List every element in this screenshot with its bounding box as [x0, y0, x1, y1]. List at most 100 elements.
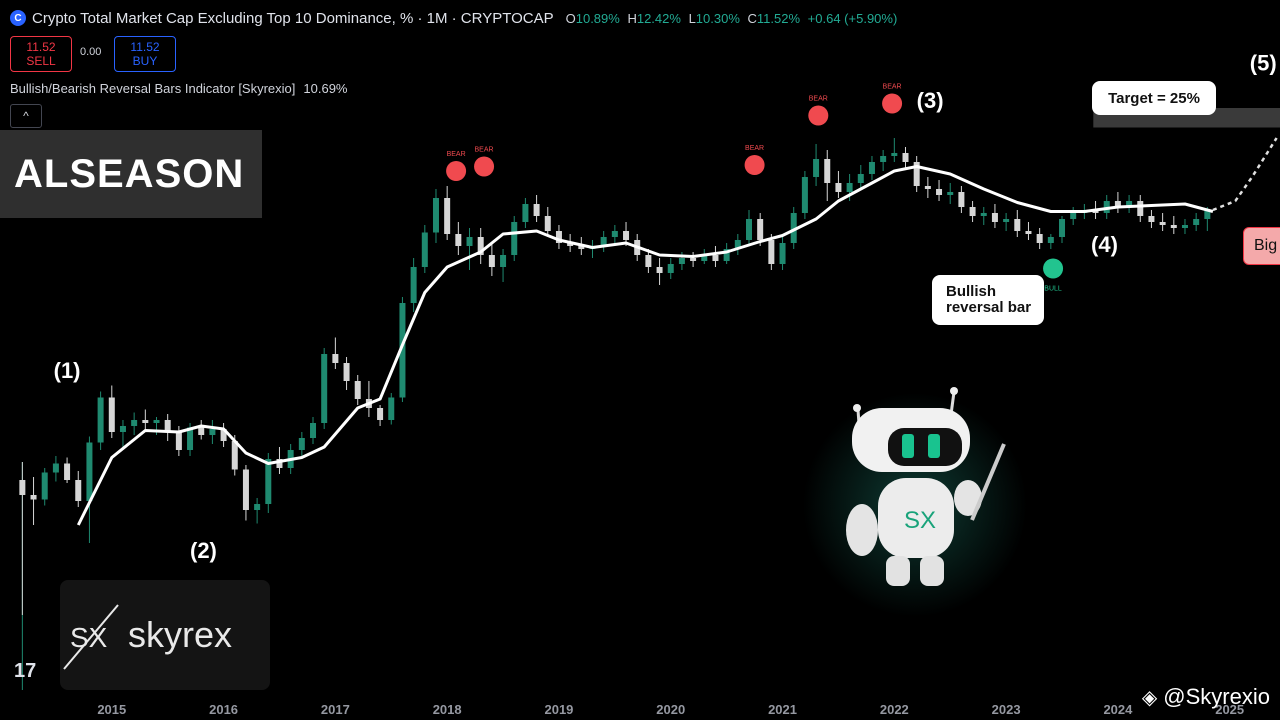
ohlc-open-key: O [565, 10, 576, 26]
candle-body [880, 156, 887, 162]
candle-body [1170, 225, 1177, 228]
candle-body [980, 213, 987, 216]
candle-body [153, 420, 160, 423]
x-tick-label: 2020 [656, 702, 685, 717]
candle-body [623, 231, 630, 240]
x-tick-label: 2024 [1103, 702, 1133, 717]
candle-body [1159, 222, 1166, 225]
candle-body [991, 213, 998, 222]
candle-body [332, 354, 339, 363]
candle-body [667, 264, 674, 273]
x-tick-label: 2015 [97, 702, 126, 717]
ohlc-close-key: C [747, 10, 757, 26]
candle-body [41, 472, 48, 500]
wave-label: (5) [1250, 51, 1277, 76]
candle-body [1137, 201, 1144, 216]
candle-body [902, 153, 909, 162]
projection-line [1212, 137, 1278, 212]
candle-body [410, 267, 417, 303]
candle-body [108, 397, 115, 432]
candle-body [734, 240, 741, 249]
candle-body [936, 189, 943, 195]
candle-body [64, 463, 71, 480]
candle-body [533, 204, 540, 216]
candle-body [86, 442, 93, 501]
candle-body [298, 438, 305, 450]
bear-signal-marker [446, 161, 467, 181]
candle-body [388, 397, 395, 420]
bullish-reversal-callout: Bullish reversal bar [932, 275, 1044, 325]
indicator-legend[interactable]: Bullish/Bearish Reversal Bars Indicator … [10, 81, 347, 96]
candle-body [30, 495, 37, 500]
candle-body [891, 153, 898, 156]
candle-body [913, 162, 920, 186]
bullish-callout-line1: Bullish [946, 283, 997, 300]
bullish-callout-line2: reversal bar [946, 299, 1032, 316]
bear-signal-label: BEAR [447, 151, 466, 158]
ohlc-high-value: 12.42% [636, 10, 681, 26]
candle-body [75, 480, 82, 501]
x-tick-label: 2018 [433, 702, 462, 717]
chart-title: Crypto Total Market Cap Excluding Top 10… [32, 9, 554, 27]
candle-body [1204, 210, 1211, 219]
candle-body [354, 381, 361, 399]
chevron-up-icon: ^ [23, 109, 29, 123]
robot-mascot-illustration: SX [803, 387, 1027, 617]
candle-body [801, 177, 808, 213]
candle-body [131, 420, 138, 426]
candle-body [1148, 216, 1155, 222]
candle-body [455, 234, 462, 246]
candle-body [500, 255, 507, 267]
candle-body [1036, 234, 1043, 243]
bear-signal-label: BEAR [809, 96, 828, 103]
candle-body [555, 231, 562, 243]
candle-body [824, 159, 831, 183]
candle-body [813, 159, 820, 177]
skyrex-logo-text: skyrex [128, 614, 233, 655]
collapse-legend-button[interactable]: ^ [10, 104, 42, 128]
candle-body [52, 463, 59, 473]
bull-signal-marker [1043, 258, 1064, 279]
candle-body [712, 255, 719, 261]
svg-text:SX: SX [70, 622, 108, 653]
bear-signal-marker [744, 155, 765, 175]
x-tick-label: 2017 [321, 702, 350, 717]
candle-body [377, 408, 384, 420]
chart-header: C Crypto Total Market Cap Excluding Top … [10, 8, 897, 28]
candle-body [1047, 237, 1054, 243]
symbol-icon: C [10, 10, 26, 26]
x-tick-label: 2023 [992, 702, 1021, 717]
wave-label: (1) [54, 358, 81, 383]
spread-value: 0.00 [80, 46, 102, 58]
binance-icon: ◈ [1141, 686, 1158, 709]
candle-body [757, 219, 764, 240]
ohlc-close-value: 11.52% [756, 10, 801, 26]
buy-price: 11.52 [130, 40, 160, 54]
tradingview-logo[interactable]: 17 [14, 660, 37, 682]
candle-body [835, 183, 842, 192]
candle-body [175, 432, 182, 450]
buy-button[interactable]: 11.52 BUY [114, 36, 176, 72]
candle-body [254, 504, 261, 510]
sell-label: SELL [26, 54, 56, 68]
candle-body [678, 258, 685, 264]
wave-label: (3) [917, 88, 944, 113]
candle-body [164, 420, 171, 432]
ohlc-low-value: 10.30% [695, 10, 740, 26]
candle-body [790, 213, 797, 243]
ohlc-high-key: H [627, 10, 637, 26]
candle-body [1003, 219, 1010, 222]
indicator-value: 10.69% [303, 81, 348, 96]
candle-body [477, 237, 484, 255]
candle-body [231, 441, 238, 470]
candle-body [611, 231, 618, 237]
target-callout: Target = 25% [1092, 81, 1216, 115]
ohlc-values: O10.89% H12.42% L10.30% C11.52% +0.64 (+… [562, 11, 898, 26]
candle-body [656, 267, 663, 273]
candle-body [846, 183, 853, 192]
author-handle: @Skyrexio [1163, 684, 1270, 709]
candle-body [723, 249, 730, 261]
sell-button[interactable]: 11.52 SELL [10, 36, 72, 72]
candle-body [969, 207, 976, 216]
